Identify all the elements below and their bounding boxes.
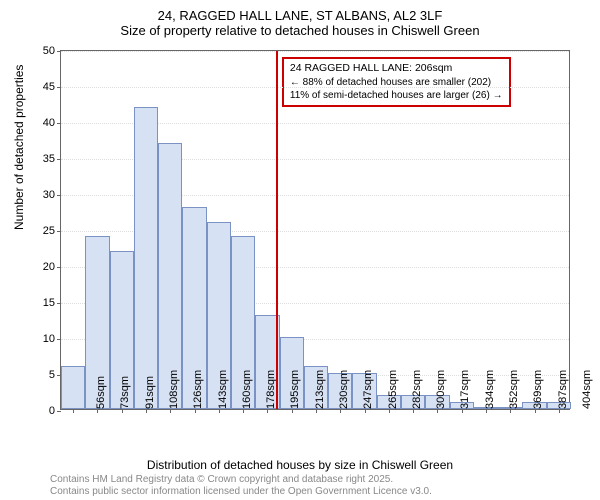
- x-tick-mark: [316, 409, 317, 413]
- annotation-box: 24 RAGGED HALL LANE: 206sqm ← 88% of det…: [282, 57, 511, 107]
- footer-line2: Contains public sector information licen…: [50, 486, 432, 498]
- plot-area: 24 RAGGED HALL LANE: 206sqm ← 88% of det…: [60, 50, 570, 410]
- x-tick-mark: [219, 409, 220, 413]
- chart-container: 24, RAGGED HALL LANE, ST ALBANS, AL2 3LF…: [0, 0, 600, 500]
- x-tick-mark: [486, 409, 487, 413]
- y-gridline: [61, 51, 569, 52]
- x-tick-mark: [365, 409, 366, 413]
- footer: Contains HM Land Registry data © Crown c…: [50, 474, 432, 498]
- x-tick-mark: [340, 409, 341, 413]
- x-tick-mark: [510, 409, 511, 413]
- chart-title: 24, RAGGED HALL LANE, ST ALBANS, AL2 3LF: [0, 8, 600, 23]
- x-tick-mark: [292, 409, 293, 413]
- x-tick-mark: [267, 409, 268, 413]
- x-tick-mark: [535, 409, 536, 413]
- x-tick-mark: [559, 409, 560, 413]
- x-tick-mark: [243, 409, 244, 413]
- annotation-line1: 24 RAGGED HALL LANE: 206sqm: [290, 62, 503, 76]
- footer-line1: Contains HM Land Registry data © Crown c…: [50, 474, 432, 486]
- x-tick-mark: [170, 409, 171, 413]
- x-tick-mark: [97, 409, 98, 413]
- x-tick-mark: [73, 409, 74, 413]
- title-block: 24, RAGGED HALL LANE, ST ALBANS, AL2 3LF…: [0, 0, 600, 38]
- x-tick-mark: [462, 409, 463, 413]
- x-tick-mark: [146, 409, 147, 413]
- x-tick-label: 404sqm: [563, 370, 593, 409]
- y-tick-mark: [57, 411, 61, 412]
- x-tick-mark: [122, 409, 123, 413]
- x-tick-mark: [437, 409, 438, 413]
- reference-line: [276, 51, 278, 409]
- y-axis-label: Number of detached properties: [12, 65, 26, 230]
- x-axis-label: Distribution of detached houses by size …: [0, 458, 600, 472]
- x-tick-mark: [195, 409, 196, 413]
- chart-subtitle: Size of property relative to detached ho…: [0, 23, 600, 38]
- x-tick-mark: [389, 409, 390, 413]
- annotation-line3: 11% of semi-detached houses are larger (…: [290, 89, 503, 102]
- x-tick-mark: [413, 409, 414, 413]
- histogram-bar: [134, 107, 158, 409]
- y-gridline: [61, 87, 569, 88]
